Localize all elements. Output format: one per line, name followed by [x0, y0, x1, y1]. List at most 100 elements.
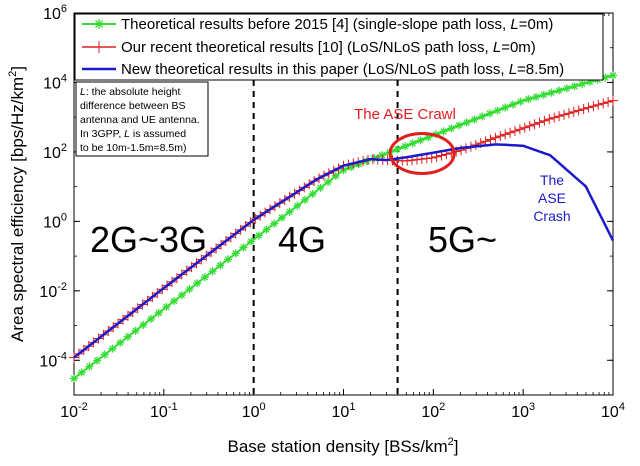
series-point-asterisk: [570, 82, 579, 91]
x-tick-label: 10-1: [150, 401, 178, 421]
series-point-asterisk: [85, 362, 94, 371]
legend-marker-plus: [93, 41, 105, 53]
asterisk-stroke: [163, 303, 170, 311]
asterisk-stroke: [70, 375, 78, 382]
y-tick-label: 100: [43, 211, 67, 231]
asterisk-stroke: [224, 256, 232, 263]
series-point-plus: [568, 106, 579, 117]
series-point-asterisk: [447, 124, 456, 133]
series-point-plus: [426, 152, 437, 163]
legend: Theoretical results before 2015 [4] (sin…: [74, 13, 604, 81]
region-label-5g: 5G~: [428, 219, 497, 260]
series-point-asterisk: [555, 86, 564, 95]
series-point-asterisk: [185, 285, 194, 294]
height-note: L: the absolute height difference betwee…: [75, 81, 209, 157]
series-point-asterisk: [239, 243, 248, 252]
legend-marker-asterisk: [94, 19, 104, 29]
series-point-asterisk: [462, 118, 471, 127]
series-point-asterisk: [408, 139, 417, 148]
series-point-plus: [431, 151, 442, 162]
series-point-asterisk: [301, 195, 309, 204]
x-tick-label: 101: [332, 401, 356, 421]
asterisk-stroke: [201, 273, 209, 281]
series-point-asterisk: [501, 103, 510, 112]
asterisk-stroke: [155, 309, 162, 317]
x-axis-label: Base station density [BSs/km2]: [227, 436, 458, 456]
asterisk-stroke: [109, 345, 116, 352]
series-point-plus: [603, 97, 614, 108]
series-point-plus: [593, 99, 604, 110]
asterisk-stroke: [209, 268, 216, 275]
series-point-plus: [563, 108, 574, 119]
x-tick-label: 104: [601, 401, 625, 421]
series-point-asterisk: [270, 219, 279, 228]
series-point-asterisk: [254, 231, 263, 240]
asterisk-stroke: [270, 220, 278, 227]
asterisk-stroke: [124, 333, 132, 341]
y-tick-label: 106: [43, 3, 67, 23]
x-tick-label: 102: [421, 401, 445, 421]
ase-crawl-label: The ASE Crawl: [354, 106, 456, 123]
series-point-asterisk: [324, 177, 333, 186]
series-point-plus: [588, 101, 599, 112]
legend-box: [74, 13, 604, 81]
asterisk-stroke: [563, 85, 571, 92]
note-line-5: to be 10m-1.5m=8.5m): [80, 142, 187, 154]
series-point-asterisk: [147, 314, 155, 323]
series-point-asterisk: [247, 237, 256, 246]
asterisk-stroke: [263, 226, 270, 233]
series-point-asterisk: [524, 95, 533, 104]
asterisk-stroke: [178, 291, 186, 299]
series-line-2: [73, 143, 615, 359]
series-point-asterisk: [208, 267, 217, 276]
ase-crash-label-2: ASE: [538, 190, 566, 206]
asterisk-stroke: [455, 122, 463, 129]
y-tick-label: 10-2: [39, 281, 67, 301]
series-point-plus: [510, 126, 520, 137]
asterisk-stroke: [409, 140, 417, 147]
x-tick-label: 103: [511, 401, 535, 421]
asterisk-stroke: [286, 208, 293, 215]
series-point-plus: [539, 115, 550, 126]
asterisk-stroke: [501, 104, 509, 111]
series-point-plus: [534, 117, 545, 128]
series-point-asterisk: [200, 273, 209, 282]
asterisk-stroke: [332, 172, 340, 180]
asterisk-stroke: [132, 327, 139, 335]
series-point-plus: [529, 119, 540, 130]
asterisk-stroke: [170, 297, 178, 305]
series-point-asterisk: [485, 109, 494, 118]
region-label-4g: 4G: [278, 219, 326, 260]
series-point-asterisk: [609, 71, 617, 80]
asterisk-stroke: [509, 101, 517, 108]
data-series: [69, 71, 618, 383]
asterisk-stroke: [532, 93, 540, 101]
series-point-asterisk: [393, 145, 402, 154]
series-point-asterisk: [532, 93, 540, 102]
series-point-asterisk: [508, 100, 517, 109]
asterisk-stroke: [140, 321, 147, 329]
series-point-asterisk: [154, 308, 163, 317]
asterisk-stroke: [301, 196, 309, 204]
asterisk-stroke: [525, 95, 532, 103]
asterisk-stroke: [486, 110, 494, 117]
asterisk-stroke: [578, 80, 586, 88]
series-point-asterisk: [100, 350, 109, 359]
asterisk-stroke: [240, 244, 247, 251]
series-point-plus: [421, 153, 432, 164]
series-point-asterisk: [162, 302, 171, 311]
series-point-asterisk: [131, 326, 140, 335]
series-point-plus: [490, 132, 501, 143]
series-point-plus: [495, 131, 506, 142]
asterisk-stroke: [471, 116, 478, 123]
series-point-plus: [554, 111, 565, 122]
series-point-asterisk: [401, 142, 410, 151]
asterisk-stroke: [448, 125, 455, 132]
series-point-asterisk: [231, 249, 240, 258]
series-point-asterisk: [308, 189, 317, 198]
series-point-asterisk: [224, 255, 232, 264]
series-point-asterisk: [455, 121, 463, 130]
series-point-plus: [573, 105, 584, 116]
legend-label-red: Our recent theoretical results [10] (LoS…: [121, 39, 536, 56]
